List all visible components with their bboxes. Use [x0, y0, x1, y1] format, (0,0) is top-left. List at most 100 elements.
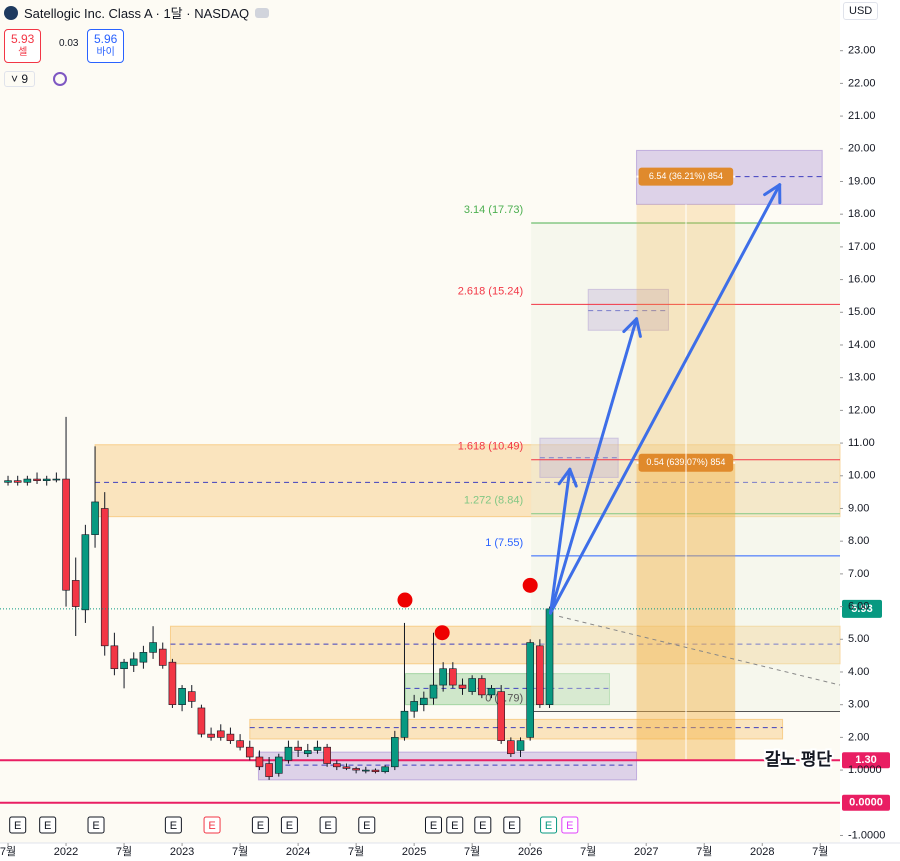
- sell-button[interactable]: 5.93 셀: [4, 29, 42, 63]
- candle-body: [323, 746, 331, 764]
- buy-price: 5.96: [94, 32, 118, 46]
- earnings-label: E: [566, 820, 573, 832]
- indicators-toggle[interactable]: ˅ 9: [4, 71, 36, 87]
- earnings-label: E: [170, 820, 177, 832]
- buy-button[interactable]: 5.96 바이: [87, 29, 125, 63]
- y-tick-label: -1.0000: [848, 829, 885, 841]
- arrow-head: [763, 183, 782, 197]
- y-tick-label: 1.0000: [848, 764, 882, 776]
- candle-body: [526, 642, 534, 738]
- candle-body: [371, 769, 380, 773]
- candle-body: [139, 652, 148, 663]
- earnings-label: E: [324, 820, 331, 832]
- earnings-label: E: [257, 820, 264, 832]
- candle-body: [429, 684, 438, 699]
- candle-body: [110, 645, 119, 670]
- sell-label: 셀: [18, 47, 28, 58]
- level-tag-label: 0.0000: [849, 797, 883, 809]
- candle-body: [342, 766, 351, 769]
- earnings-marker: [503, 816, 521, 834]
- y-tick-label: 5.00: [848, 633, 869, 645]
- candle-body: [381, 766, 389, 773]
- candle-body: [255, 756, 264, 768]
- level-tag: [842, 794, 890, 811]
- candle-body: [33, 478, 41, 481]
- candle-body: [129, 658, 138, 666]
- sync-icon[interactable]: [53, 72, 67, 86]
- candle-body: [449, 668, 457, 686]
- collapse[interactable]: [255, 7, 270, 18]
- symbol-title[interactable]: Satellogic Inc. Class A · 1달 · NASDAQ: [24, 6, 250, 21]
- candle-body: [178, 688, 186, 705]
- trend-line: [559, 615, 841, 686]
- earnings-marker: [446, 816, 464, 834]
- earnings-label: E: [545, 820, 552, 832]
- x-tick-label: 2028: [750, 846, 774, 858]
- y-tick-label: 15.00: [848, 306, 876, 318]
- signal-dot: [522, 577, 538, 593]
- earnings-marker: [358, 816, 376, 834]
- fib-label: 1 (7.55): [485, 537, 523, 549]
- candle-body: [487, 688, 496, 696]
- currency[interactable]: USD: [843, 2, 879, 20]
- candle-body: [478, 678, 486, 696]
- x-tick-label: 2025: [402, 846, 426, 858]
- fib-label: 3.14 (17.73): [464, 204, 523, 216]
- x-tick-label: 2024: [286, 846, 310, 858]
- logo: [4, 5, 18, 20]
- earnings-marker: [319, 816, 337, 834]
- candle-body: [4, 480, 12, 483]
- level-tag: [842, 752, 890, 769]
- y-tick-label: 16.00: [848, 273, 876, 285]
- y-tick-label: 13.00: [848, 372, 876, 384]
- candle-body: [362, 769, 370, 772]
- level-tag-label: 1.30: [855, 754, 876, 766]
- candle-body: [497, 691, 505, 741]
- y-tick-label: 3.00: [848, 699, 869, 711]
- signal-dot: [434, 625, 450, 641]
- arrow: [548, 317, 639, 615]
- candle-body: [120, 661, 128, 670]
- candle-body: [197, 707, 206, 735]
- candle-body: [216, 730, 225, 738]
- zone: [169, 625, 841, 665]
- candle-body: [236, 740, 244, 748]
- candle-body: [245, 746, 254, 758]
- x-tick-label: 7월: [232, 845, 248, 858]
- buy-label: 바이: [96, 47, 115, 58]
- y-tick-label: 23.00: [848, 45, 876, 57]
- x-tick-label: 7월: [116, 845, 132, 858]
- candle-body: [420, 697, 428, 705]
- candle-body: [187, 691, 196, 702]
- earnings-label: E: [208, 820, 215, 832]
- earnings-label: E: [286, 820, 293, 832]
- earnings-label: E: [44, 820, 51, 832]
- candle-body: [207, 733, 215, 738]
- arrow-head: [635, 317, 642, 338]
- earnings-label: E: [14, 820, 21, 832]
- candle-body: [62, 478, 70, 591]
- earnings-marker: [540, 816, 558, 834]
- x-tick-label: 7월: [580, 845, 596, 858]
- earnings-marker: [87, 816, 105, 834]
- candle-body: [81, 534, 90, 611]
- y-tick-label: 7.00: [848, 568, 869, 580]
- earnings-label: E: [363, 820, 370, 832]
- candle-body: [545, 608, 554, 705]
- x-tick-label: 2022: [54, 846, 78, 858]
- y-tick-label: 11.00: [848, 437, 875, 449]
- y-tick-label: 2.00: [848, 731, 869, 743]
- arrow: [548, 183, 782, 615]
- earnings-label: E: [92, 820, 99, 832]
- candle-body: [71, 580, 80, 607]
- spread: 0.03: [59, 38, 79, 49]
- arrow: [548, 467, 572, 615]
- plot-bg: [0, 0, 840, 843]
- earnings-marker: [280, 816, 298, 834]
- candle-body: [313, 746, 322, 751]
- candle-body: [13, 480, 22, 483]
- candle-body: [168, 661, 177, 705]
- y-tick-label: 12.00: [848, 404, 876, 416]
- zone: [249, 718, 784, 740]
- candle-body: [303, 750, 312, 755]
